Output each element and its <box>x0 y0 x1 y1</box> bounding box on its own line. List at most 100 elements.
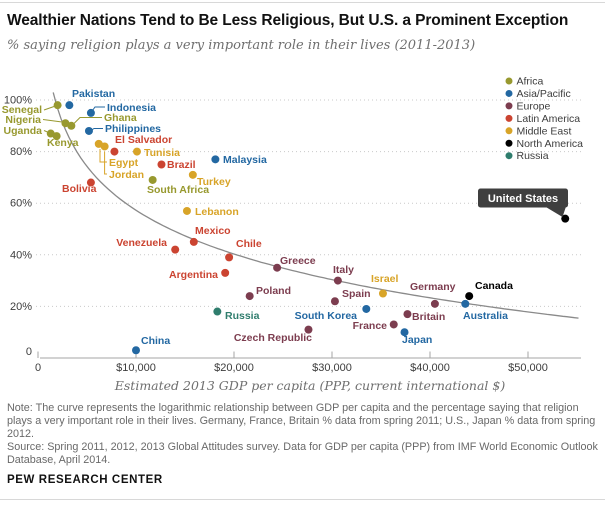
point-label-china: China <box>141 335 170 347</box>
leader-line-egypt <box>99 149 107 163</box>
x-tick-label-30000: $30,000 <box>312 362 352 374</box>
legend-label-northam: North America <box>517 138 584 150</box>
point-label-lebanon: Lebanon <box>195 206 239 218</box>
point-label-malaysia: Malaysia <box>223 154 267 166</box>
trend-curve <box>52 92 579 319</box>
y-tick-label-60: 60% <box>10 198 32 210</box>
point-label-greece: Greece <box>280 255 316 267</box>
y-tick-label-20: 20% <box>10 301 32 313</box>
callout-label-united-states: United States <box>488 193 558 205</box>
x-tick-label-0: 0 <box>35 362 41 374</box>
legend-label-africa: Africa <box>517 76 544 88</box>
x-tick-label-40000: $40,000 <box>410 362 450 374</box>
data-point-south-africa <box>148 175 157 184</box>
data-point-ghana <box>67 121 76 130</box>
legend-dot-africa <box>505 77 513 85</box>
data-point-tunisia <box>132 147 141 156</box>
data-point-kenya <box>52 132 61 141</box>
chart-note: Note: The curve represents the logarithm… <box>7 402 601 467</box>
point-label-italy: Italy <box>333 264 354 276</box>
legend-dot-europe <box>505 102 513 110</box>
legend-dot-asia <box>505 89 513 97</box>
legend-dot-latam <box>505 114 513 122</box>
callout-box-united-states <box>478 188 568 208</box>
chart-canvas: 100% 80% 60% 40% 20% 00 $10,000 $20,000 $30,000 $… <box>2 76 584 394</box>
data-point-argentina <box>221 268 230 277</box>
data-point-greece <box>273 263 282 272</box>
point-label-bolivia: Bolivia <box>62 183 97 195</box>
point-label-pakistan: Pakistan <box>72 88 115 100</box>
page-subtitle: % saying religion plays a very important… <box>7 38 476 53</box>
point-label-el-salvador: El Salvador <box>115 134 172 146</box>
point-label-venezuela: Venezuela <box>116 237 167 249</box>
point-label-canada: Canada <box>475 280 513 292</box>
data-point-brazil <box>157 160 166 169</box>
data-point-germany <box>430 299 439 308</box>
leader-line-jordan <box>104 151 107 175</box>
data-point-indonesia <box>86 108 95 117</box>
point-label-israel: Israel <box>371 273 399 285</box>
point-label-jordan: Jordan <box>109 169 144 181</box>
point-label-south-korea: South Korea <box>295 310 358 322</box>
point-label-kenya: Kenya <box>47 137 79 149</box>
point-label-ghana: Ghana <box>104 112 137 124</box>
point-label-poland: Poland <box>256 285 291 297</box>
data-point-malaysia <box>211 155 220 164</box>
point-label-philippines: Philippines <box>105 123 161 135</box>
leader-line-senegal <box>43 106 55 111</box>
data-point-jordan <box>100 142 109 151</box>
data-point-pakistan <box>65 101 74 110</box>
legend-label-mideast: Middle East <box>517 125 572 137</box>
legend-label-russia: Russia <box>517 150 549 162</box>
page-title: Wealthier Nations Tend to Be Less Religi… <box>7 12 569 29</box>
point-label-turkey: Turkey <box>197 176 231 188</box>
x-tick-label-50000: $50,000 <box>508 362 548 374</box>
source-text: Source: Spring 2011, 2012, 2013 Global A… <box>7 441 598 466</box>
data-point-bolivia <box>86 178 95 187</box>
legend-label-asia: Asia/Pacific <box>517 88 571 100</box>
x-tick-label-20000: $20,000 <box>214 362 254 374</box>
point-label-nigeria: Nigeria <box>5 114 41 126</box>
legend-label-latam: Latin America <box>517 113 581 125</box>
data-point-poland <box>245 292 254 301</box>
leader-line-nigeria <box>42 119 63 123</box>
point-label-japan: Japan <box>402 334 432 346</box>
data-point-south-korea <box>362 304 371 313</box>
data-point-philippines <box>84 126 93 135</box>
data-point-spain <box>330 297 339 306</box>
point-label-argentina: Argentina <box>169 269 218 281</box>
data-point-italy <box>333 276 342 285</box>
point-label-britain: Britain <box>412 311 445 323</box>
point-label-tunisia: Tunisia <box>144 147 180 159</box>
point-label-senegal: Senegal <box>2 104 42 116</box>
data-point-mexico <box>189 237 198 246</box>
data-point-united-states <box>561 214 570 223</box>
leader-line-ghana <box>73 117 102 124</box>
data-point-turkey <box>188 170 197 179</box>
point-label-indonesia: Indonesia <box>107 102 156 114</box>
top-divider <box>0 2 605 3</box>
data-point-israel <box>378 289 387 298</box>
point-label-russia: Russia <box>225 310 260 322</box>
point-label-france: France <box>353 320 388 332</box>
point-label-south-africa: South Africa <box>147 184 209 196</box>
bottom-divider <box>0 499 605 500</box>
legend-label-europe: Europe <box>517 100 551 112</box>
legend-dot-northam <box>505 139 513 147</box>
y-tick-label-0: 0 <box>26 346 32 358</box>
data-point-czech-republic <box>304 325 313 334</box>
y-tick-label-100: 100% <box>4 95 32 107</box>
data-point-lebanon <box>182 206 191 215</box>
note-text: Note: The curve represents the logarithm… <box>7 402 596 440</box>
point-label-australia: Australia <box>463 310 508 322</box>
y-tick-label-80: 80% <box>10 146 32 158</box>
point-label-brazil: Brazil <box>167 159 196 171</box>
data-point-canada <box>465 292 474 301</box>
legend-dot-russia <box>505 152 513 160</box>
x-tick-label-10000: $10,000 <box>116 362 156 374</box>
point-label-uganda: Uganda <box>3 125 42 137</box>
data-point-france <box>389 320 398 329</box>
data-point-japan <box>400 328 409 337</box>
data-point-china <box>132 346 140 355</box>
